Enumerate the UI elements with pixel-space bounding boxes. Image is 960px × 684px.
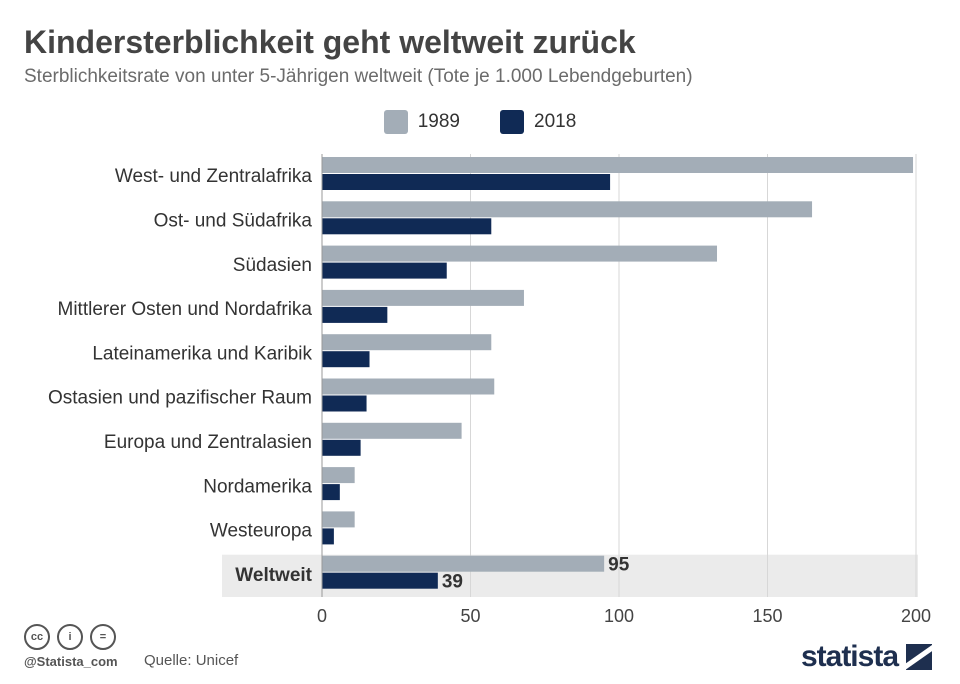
statista-logo-icon	[906, 644, 932, 670]
bar-1989	[322, 378, 495, 395]
bar-2018	[322, 174, 611, 190]
bar-2018	[322, 351, 370, 368]
data-label-2018: 39	[442, 572, 463, 593]
bar-1989	[322, 555, 605, 572]
bar-2018	[322, 306, 388, 323]
bar-2018	[322, 218, 492, 235]
category-label: Nordamerika	[203, 476, 312, 497]
statista-wordmark: statista	[800, 640, 899, 673]
category-label: Südasien	[233, 255, 312, 276]
legend-swatch-2018	[500, 110, 524, 134]
category-label: Weltweit	[235, 565, 312, 586]
bar-1989	[322, 157, 914, 173]
bar-2018	[322, 439, 361, 456]
x-tick-label: 200	[901, 606, 931, 626]
category-label: West- und Zentralafrika	[115, 166, 313, 187]
x-tick-label: 100	[604, 606, 634, 626]
legend-label-2018: 2018	[534, 111, 577, 132]
category-label: Lateinamerika und Karibik	[92, 343, 312, 364]
license-icons: cc i =	[24, 624, 116, 650]
chart-title: Kindersterblichkeit geht weltweit zurück	[24, 24, 636, 60]
category-label: Mittlerer Osten und Nordafrika	[58, 299, 313, 320]
twitter-handle[interactable]: @Statista_com	[24, 654, 118, 669]
bar-1989	[322, 422, 462, 439]
legend-item-2018: 2018	[500, 110, 576, 134]
x-tick-label: 0	[317, 606, 327, 626]
nd-icon[interactable]: =	[90, 624, 116, 650]
cc-icon[interactable]: cc	[24, 624, 50, 650]
category-label: Ost- und Südafrika	[154, 210, 313, 231]
category-label: Europa und Zentralasien	[104, 432, 312, 453]
x-tick-label: 50	[460, 606, 480, 626]
bar-2018	[322, 395, 367, 412]
bar-1989	[322, 201, 813, 218]
chart-subtitle: Sterblichkeitsrate von unter 5-Jährigen …	[24, 66, 693, 87]
by-icon[interactable]: i	[57, 624, 83, 650]
source-label: Quelle: Unicef	[144, 652, 239, 669]
bar-2018	[322, 484, 340, 501]
bar-2018	[322, 572, 438, 589]
bar-2018	[322, 262, 447, 279]
legend-item-1989: 1989	[383, 110, 460, 134]
category-label: Westeuropa	[210, 521, 313, 542]
bar-1989	[322, 289, 524, 306]
legend-label-1989: 1989	[417, 111, 460, 132]
bar-2018	[322, 528, 334, 545]
legend: 1989 2018	[0, 110, 960, 134]
bar-1989	[322, 245, 718, 262]
data-label-1989: 95	[608, 555, 630, 576]
bar-1989	[322, 334, 492, 351]
category-label: Ostasien und pazifischer Raum	[48, 388, 312, 409]
legend-swatch-1989	[383, 110, 408, 134]
bar-1989	[322, 511, 355, 528]
statista-logo[interactable]: statista	[801, 640, 932, 674]
bar-1989	[322, 467, 355, 484]
x-tick-label: 150	[752, 606, 782, 626]
